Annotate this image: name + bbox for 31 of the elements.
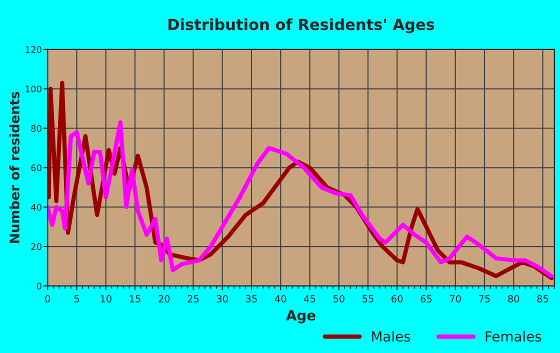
x-tick-label: 45 [304, 295, 316, 302]
x-tick-label: 50 [333, 295, 344, 302]
x-tick-label: 30 [216, 295, 228, 302]
x-tick-label: 65 [420, 295, 432, 302]
x-tick-label: 0 [45, 295, 50, 302]
y-tick-label: 80 [31, 124, 42, 132]
line-series [48, 120, 554, 278]
x-tick-label: 40 [274, 295, 286, 302]
y-axis-title: Number of residents [9, 92, 20, 243]
y-tick-label: 120 [26, 46, 42, 53]
legend-label: Males [372, 330, 410, 342]
x-tick-label: 10 [100, 295, 112, 302]
x-tick-label: 25 [188, 295, 199, 302]
y-tick-label: 100 [26, 86, 42, 92]
x-tick-label: 15 [130, 295, 140, 302]
x-tick-label: 60 [392, 295, 403, 302]
chart-title: Distribution of Residents' Ages [168, 18, 434, 34]
legend-label: Females [486, 330, 542, 342]
x-tick-label: 5 [74, 295, 79, 302]
x-tick-label: 20 [158, 295, 170, 302]
x-axis-title: Age [286, 310, 316, 324]
x-tick-label: 75 [479, 295, 490, 302]
x-tick-label: 70 [450, 295, 461, 302]
x-tick-label: 35 [246, 295, 257, 302]
x-tick-label: 85 [537, 295, 548, 302]
y-tick-label: 60 [31, 164, 42, 172]
y-tick-label: 20 [31, 243, 42, 250]
y-tick-label: 40 [31, 204, 42, 211]
x-tick-label: 55 [362, 295, 374, 302]
x-tick-label: 80 [508, 295, 520, 302]
y-tick-label: 0 [36, 282, 42, 290]
